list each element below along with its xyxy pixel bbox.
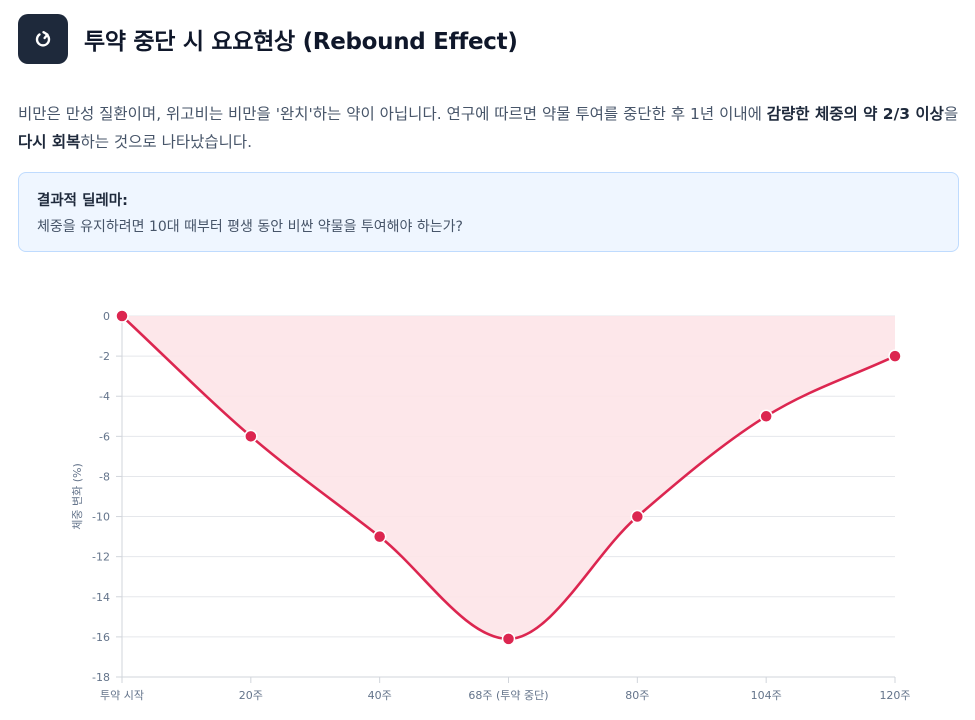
x-tick-label: 120주 xyxy=(879,689,910,702)
y-tick-label: -4 xyxy=(99,390,110,403)
data-point xyxy=(888,349,902,363)
area-fill xyxy=(122,316,895,639)
intro-bold-2: 다시 회복 xyxy=(18,133,81,151)
y-tick-label: -2 xyxy=(99,350,110,363)
x-tick-label: 20주 xyxy=(239,689,263,702)
data-point xyxy=(630,509,645,524)
y-tick-label: -12 xyxy=(92,551,110,564)
header: 투약 중단 시 요요현상 (Rebound Effect) xyxy=(18,14,518,64)
data-point xyxy=(501,632,516,646)
y-tick-label: -14 xyxy=(92,591,110,604)
y-axis-ticks: 0 -2 -4 -6 -8 -10 -12 -14 -16 -18 xyxy=(92,310,110,684)
intro-bold-1: 감량한 체중의 약 2/3 이상 xyxy=(766,105,944,123)
y-tick-label: 0 xyxy=(103,310,110,323)
dilemma-callout: 결과적 딜레마: 체중을 유지하려면 10대 때부터 평생 동안 비싼 약물을 … xyxy=(18,172,959,252)
weight-change-chart: 0 -2 -4 -6 -8 -10 -12 -14 -16 -18 투약 시작 20주 40주 68주 … xyxy=(71,309,911,702)
intro-text-3: 하는 것으로 나타났습니다. xyxy=(80,133,253,151)
intro-text-1: 비만은 만성 질환이며, 위고비는 비만을 '완치'하는 약이 아닙니다. 연구… xyxy=(18,105,767,123)
rebound-arrow-icon xyxy=(18,14,68,64)
y-tick-label: -6 xyxy=(99,430,110,443)
data-points xyxy=(115,309,902,646)
y-axis-title: 체중 변화 (%) xyxy=(71,463,84,530)
y-tick-label: -18 xyxy=(92,671,110,684)
y-tick-label: -10 xyxy=(92,511,110,524)
data-point xyxy=(115,309,129,323)
intro-paragraph: 비만은 만성 질환이며, 위고비는 비만을 '완치'하는 약이 아닙니다. 연구… xyxy=(18,100,963,156)
data-point xyxy=(244,429,258,444)
callout-title: 결과적 딜레마: xyxy=(37,193,128,209)
x-tick-label: 80주 xyxy=(625,689,649,702)
x-tick-label: 40주 xyxy=(368,689,392,702)
page-title: 투약 중단 시 요요현상 (Rebound Effect) xyxy=(84,29,518,55)
x-tick-label: 104주 xyxy=(751,689,782,702)
x-axis-ticks: 투약 시작 20주 40주 68주 (투약 중단) 80주 104주 120주 xyxy=(100,688,911,702)
x-tick-label: 68주 (투약 중단) xyxy=(468,688,548,702)
x-tick-label: 투약 시작 xyxy=(100,688,144,702)
callout-text: 체중을 유지하려면 10대 때부터 평생 동안 비싼 약물을 투여해야 하는가? xyxy=(37,219,463,235)
y-tick-label: -16 xyxy=(92,631,110,644)
intro-text-2: 을 xyxy=(943,105,959,123)
data-point xyxy=(759,409,773,424)
data-point xyxy=(372,529,387,544)
y-tick-label: -8 xyxy=(99,470,110,483)
